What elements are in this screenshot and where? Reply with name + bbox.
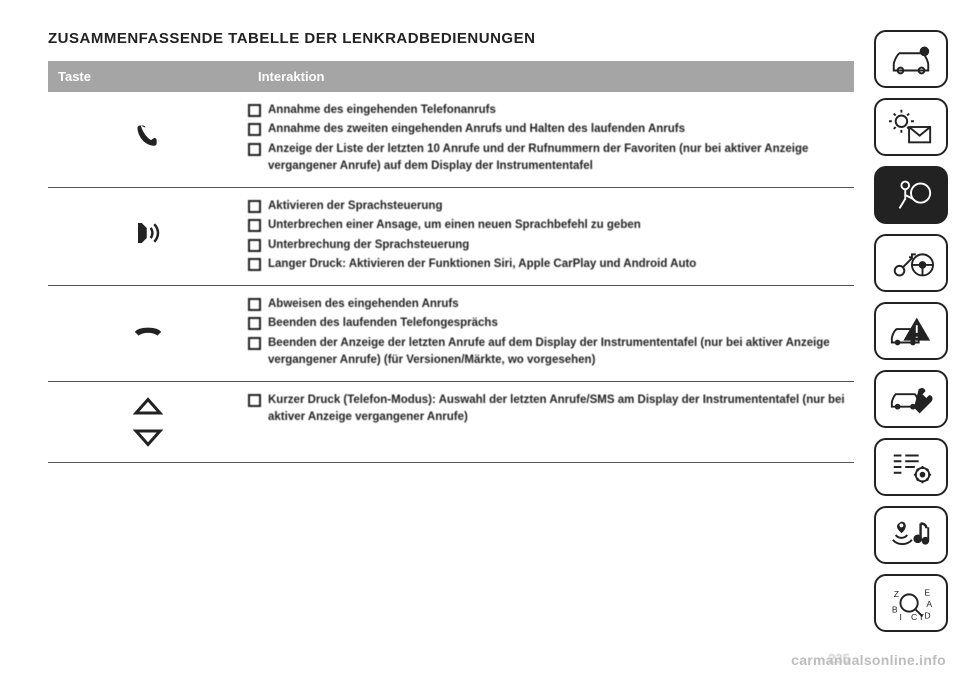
sidebar-car-wrench-icon: [874, 370, 948, 428]
taste-cell: [48, 198, 248, 275]
sidebar: i Z EAD BICT: [874, 30, 960, 654]
steering-controls-table: Taste Interaktion Annahme des eingehende…: [48, 61, 854, 463]
svg-text:Z: Z: [894, 589, 899, 599]
table-row: Abweisen des eingehenden Anrufs Beenden …: [48, 286, 854, 382]
interaction-cell: Kurzer Druck (Telefon-Modus): Auswahl de…: [248, 392, 854, 452]
interaction-item: Abweisen des eingehenden Anrufs: [248, 296, 854, 313]
interaction-cell: Aktivieren der Sprachsteuerung Unterbrec…: [248, 198, 854, 275]
interaction-cell: Abweisen des eingehenden Anrufs Beenden …: [248, 296, 854, 371]
interaction-item: Annahme des eingehenden Telefonanrufs: [248, 102, 854, 119]
up-down-icon: [133, 392, 163, 452]
interaction-item: Beenden der Anzeige der letzten Anrufe a…: [248, 335, 854, 370]
hangup-icon: [133, 315, 163, 352]
sidebar-warning-car-icon: [874, 302, 948, 360]
sidebar-index-icon: Z EAD BICT: [874, 574, 948, 632]
table-row: Aktivieren der Sprachsteuerung Unterbrec…: [48, 188, 854, 286]
interaction-item: Aktivieren der Sprachsteuerung: [248, 198, 854, 215]
interaction-item: Anzeige der Liste der letzten 10 Anrufe …: [248, 141, 854, 176]
phone-icon: [133, 121, 163, 158]
svg-text:i: i: [924, 48, 926, 57]
taste-cell: [48, 392, 248, 452]
voice-icon: [133, 218, 163, 255]
sidebar-list-gear-icon: [874, 438, 948, 496]
interaction-item: Unterbrechen einer Ansage, um einen neue…: [248, 217, 854, 234]
svg-text:C: C: [911, 612, 917, 622]
interaction-item: Unterbrechung der Sprachsteuerung: [248, 237, 854, 254]
sidebar-light-mail-icon: [874, 98, 948, 156]
main-content: ZUSAMMENFASSENDE TABELLE DER LENKRADBEDI…: [48, 30, 874, 654]
taste-cell: [48, 102, 248, 177]
interaction-item: Kurzer Druck (Telefon-Modus): Auswahl de…: [248, 392, 854, 427]
interaction-item: Langer Druck: Aktivieren der Funktionen …: [248, 256, 854, 273]
watermark: carmanualsonline.info: [791, 652, 946, 668]
svg-text:A: A: [926, 599, 932, 609]
svg-text:D: D: [924, 610, 930, 620]
interaction-item: Beenden des laufenden Telefongesprächs: [248, 315, 854, 332]
table-row: Kurzer Druck (Telefon-Modus): Auswahl de…: [48, 382, 854, 463]
interaction-cell: Annahme des eingehenden Telefonanrufs An…: [248, 102, 854, 177]
page: ZUSAMMENFASSENDE TABELLE DER LENKRADBEDI…: [0, 0, 960, 678]
svg-text:I: I: [900, 612, 902, 622]
col-header-taste: Taste: [48, 61, 248, 92]
svg-text:B: B: [892, 605, 898, 615]
col-header-interaktion: Interaktion: [248, 61, 854, 92]
sidebar-airbag-icon: [874, 166, 948, 224]
taste-cell: [48, 296, 248, 371]
interaction-item: Annahme des zweiten eingehenden Anrufs u…: [248, 121, 854, 138]
table-header: Taste Interaktion: [48, 61, 854, 92]
svg-text:T: T: [919, 612, 925, 622]
sidebar-car-info-icon: i: [874, 30, 948, 88]
sidebar-key-wheel-icon: [874, 234, 948, 292]
svg-text:E: E: [924, 587, 930, 597]
page-title: ZUSAMMENFASSENDE TABELLE DER LENKRADBEDI…: [48, 30, 854, 47]
sidebar-nav-music-icon: [874, 506, 948, 564]
table-row: Annahme des eingehenden Telefonanrufs An…: [48, 92, 854, 188]
